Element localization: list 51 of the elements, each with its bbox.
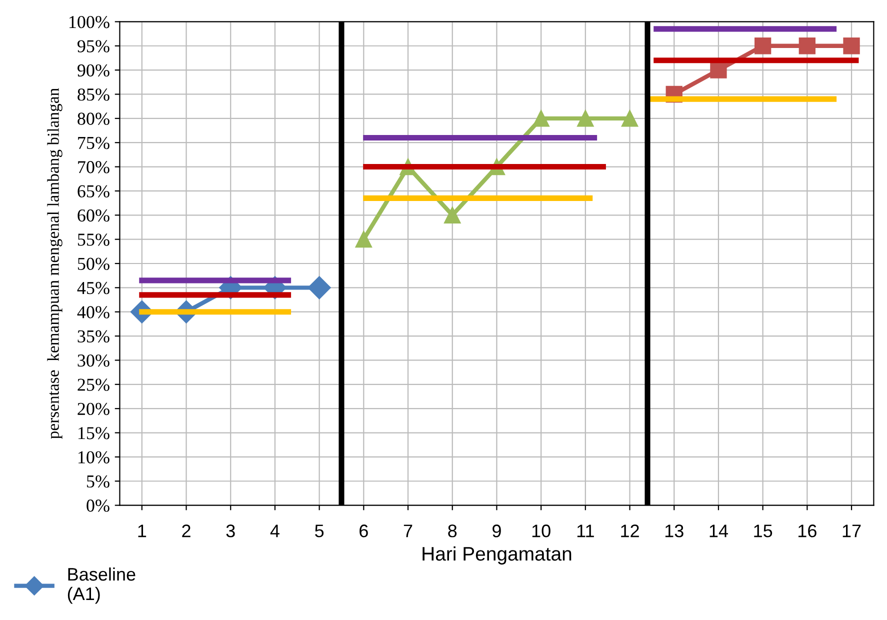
y-tick-label: 45% <box>77 282 110 294</box>
x-tick-label: 17 <box>842 524 861 538</box>
point <box>308 276 331 300</box>
y-tick-label: 100% <box>69 16 110 28</box>
x-tick-label: 13 <box>665 524 684 538</box>
y-tick-label: 75% <box>78 136 110 150</box>
y-tick-label: 15% <box>78 427 110 440</box>
legend-label: Baseline (A1) <box>68 567 136 604</box>
point <box>710 62 727 78</box>
y-tick-label: 35% <box>78 330 110 343</box>
point <box>444 206 461 224</box>
point <box>532 110 550 127</box>
y-tick-label: 85% <box>78 88 110 101</box>
point <box>621 110 638 127</box>
x-tick-label: 7 <box>404 524 412 538</box>
x-tick-label: 9 <box>492 524 501 538</box>
y-tick-label: 25% <box>78 378 110 391</box>
y-axis-title: persentase kemampuan mengenal lambang bilangan <box>47 88 62 439</box>
x-tick-label: 4 <box>270 524 280 538</box>
y-tick-label: 0% <box>86 500 110 512</box>
x-tick-label: 14 <box>710 524 728 538</box>
y-tick-label: 50% <box>78 258 110 270</box>
point <box>843 38 860 54</box>
y-tick-label: 30% <box>78 354 110 367</box>
x-tick-label: 16 <box>798 524 816 538</box>
x-tick-label: 1 <box>138 524 146 538</box>
x-tick-label: 15 <box>754 524 772 538</box>
point <box>577 110 594 127</box>
y-tick-label: 5% <box>87 475 110 488</box>
y-tick-label: 80% <box>78 112 110 125</box>
y-tick-label: 55% <box>78 234 110 246</box>
x-tick-label: 11 <box>577 524 594 538</box>
x-tick-label: 12 <box>621 524 639 538</box>
x-axis-title: Hari Pengamatan <box>422 546 572 565</box>
x-tick-label: 3 <box>226 524 235 538</box>
y-tick-label: 10% <box>78 451 110 464</box>
y-tick-label: 40% <box>77 306 110 318</box>
x-tick-label: 8 <box>448 524 457 538</box>
point <box>798 38 816 54</box>
x-tick-label: 5 <box>315 524 324 538</box>
y-tick-label: 65% <box>78 185 110 198</box>
x-tick-label: 6 <box>360 524 368 538</box>
y-tick-label: 20% <box>78 402 110 416</box>
x-tick-label: 2 <box>182 524 190 538</box>
y-tick-label: 95% <box>78 40 110 52</box>
point <box>754 38 772 54</box>
y-tick-label: 60% <box>78 209 110 222</box>
point <box>355 230 372 248</box>
y-tick-label: 70% <box>78 161 110 174</box>
y-tick-label: 90% <box>78 64 110 77</box>
x-tick-label: 10 <box>532 524 550 538</box>
